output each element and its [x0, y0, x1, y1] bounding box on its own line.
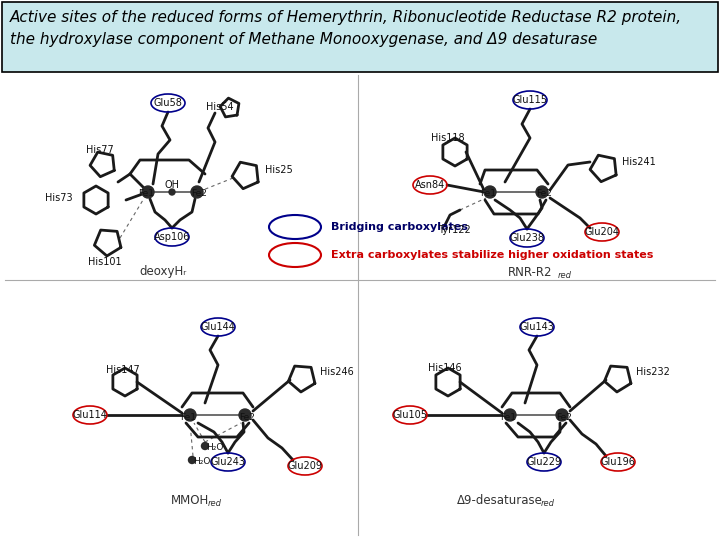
- Text: H₂O: H₂O: [193, 457, 211, 467]
- Text: Glu243: Glu243: [210, 457, 246, 467]
- Text: Fe1: Fe1: [500, 413, 516, 422]
- Text: Fe2: Fe2: [556, 413, 572, 422]
- Text: His73: His73: [45, 193, 73, 203]
- Text: RNR-R2: RNR-R2: [508, 266, 552, 279]
- Text: Glu114: Glu114: [73, 410, 107, 420]
- Text: Asp106: Asp106: [154, 232, 190, 242]
- Circle shape: [169, 189, 175, 195]
- Circle shape: [239, 409, 251, 421]
- Text: Fe2: Fe2: [536, 188, 552, 198]
- Text: His25: His25: [265, 165, 293, 175]
- Text: His146: His146: [428, 363, 462, 373]
- Text: Fe2: Fe2: [191, 188, 207, 198]
- Text: Asn84: Asn84: [415, 180, 445, 190]
- Text: His118: His118: [431, 133, 465, 143]
- Text: Glu105: Glu105: [392, 410, 428, 420]
- Circle shape: [184, 409, 196, 421]
- Text: red: red: [541, 500, 555, 509]
- Text: Glu229: Glu229: [526, 457, 562, 467]
- Text: deoxyHᵣ: deoxyHᵣ: [140, 266, 186, 279]
- FancyBboxPatch shape: [2, 2, 718, 72]
- Text: Glu204: Glu204: [585, 227, 619, 237]
- Text: Fe1: Fe1: [480, 188, 496, 198]
- Circle shape: [142, 186, 154, 198]
- Text: His147: His147: [106, 365, 140, 375]
- Circle shape: [536, 186, 548, 198]
- Text: Glu209: Glu209: [287, 461, 323, 471]
- Text: Glu144: Glu144: [201, 322, 235, 332]
- Circle shape: [504, 409, 516, 421]
- Text: Glu238: Glu238: [510, 233, 544, 243]
- Text: His101: His101: [88, 257, 122, 267]
- Circle shape: [484, 186, 496, 198]
- Text: Fe1: Fe1: [180, 413, 196, 422]
- Text: H₂O: H₂O: [207, 443, 224, 453]
- Text: Bridging carboxylates: Bridging carboxylates: [331, 222, 468, 232]
- Text: Fe2: Fe2: [239, 413, 255, 422]
- Text: red: red: [558, 272, 572, 280]
- Text: His246: His246: [320, 367, 354, 377]
- Text: His232: His232: [636, 367, 670, 377]
- Text: His54: His54: [206, 102, 234, 112]
- Circle shape: [191, 186, 203, 198]
- Text: Glu143: Glu143: [520, 322, 554, 332]
- Text: red: red: [208, 500, 222, 509]
- Text: Glu115: Glu115: [513, 95, 547, 105]
- Text: Δ9-desaturase: Δ9-desaturase: [457, 494, 543, 507]
- Text: His241: His241: [622, 157, 656, 167]
- Circle shape: [189, 456, 196, 463]
- Text: Extra carboxylates stabilize higher oxidation states: Extra carboxylates stabilize higher oxid…: [331, 250, 653, 260]
- Text: MMOH: MMOH: [171, 494, 209, 507]
- Text: Glu196: Glu196: [600, 457, 636, 467]
- Circle shape: [202, 442, 209, 449]
- Text: Tyr122: Tyr122: [438, 225, 471, 235]
- Text: OH: OH: [164, 180, 179, 190]
- Text: Fe1: Fe1: [138, 188, 154, 198]
- Text: Active sites of the reduced forms of Hemerythrin, Ribonucleotide Reductase R2 pr: Active sites of the reduced forms of Hem…: [10, 10, 682, 46]
- Text: Glu58: Glu58: [153, 98, 182, 108]
- Circle shape: [556, 409, 568, 421]
- Text: His77: His77: [86, 145, 114, 155]
